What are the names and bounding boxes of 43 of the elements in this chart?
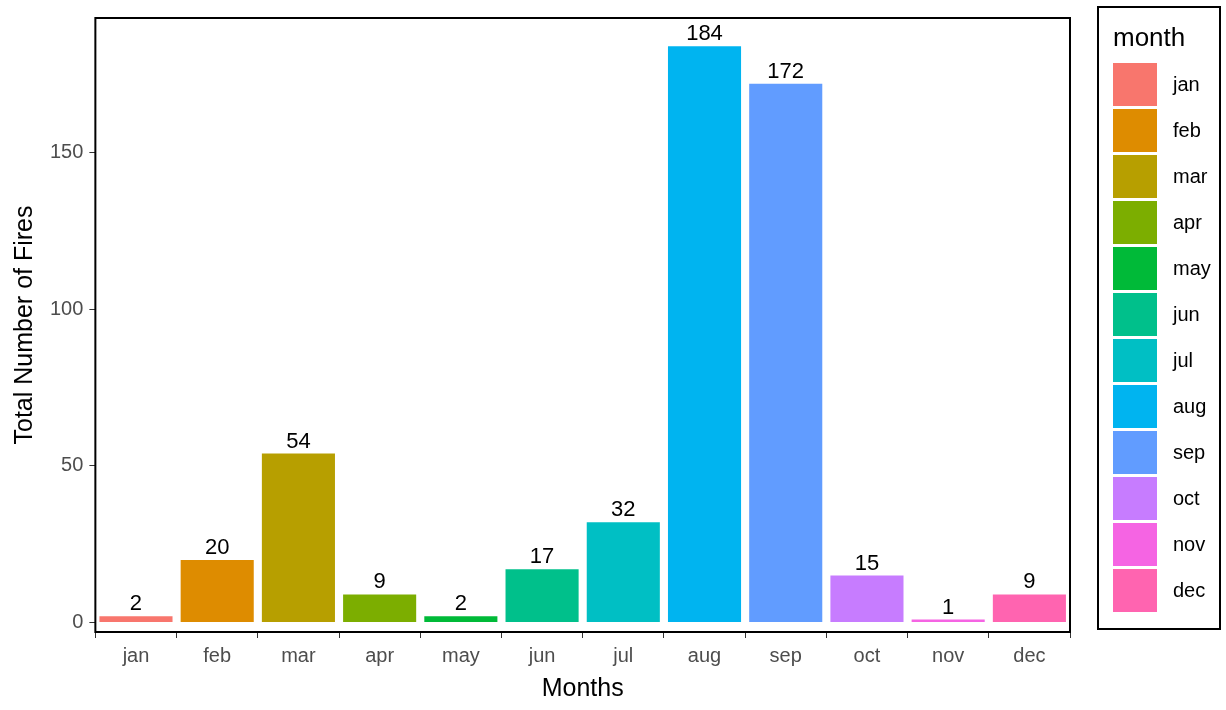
x-tick-label: sep [769, 643, 802, 666]
y-tick-label: 0 [72, 610, 84, 633]
legend-label: feb [1173, 118, 1201, 142]
data-label: 2 [129, 590, 143, 616]
data-label: 2 [454, 590, 467, 616]
legend-label: jun [1173, 302, 1200, 326]
y-tick-label: 50 [61, 453, 84, 476]
x-tick-label: apr [365, 643, 395, 666]
legend-label: dec [1173, 578, 1206, 602]
x-tick-label: jun [527, 643, 556, 666]
x-tick-label: jan [121, 643, 150, 666]
data-label: 32 [611, 496, 636, 522]
y-tick-label: 150 [49, 140, 84, 163]
data-label: 9 [1023, 568, 1036, 594]
data-label: 20 [204, 534, 230, 560]
x-tick-label: jul [612, 643, 634, 666]
legend-label: jul [1173, 348, 1194, 372]
data-label: 17 [529, 543, 555, 569]
legend-label: sep [1173, 440, 1206, 464]
x-tick-label: feb [203, 643, 232, 666]
y-tick-label: 100 [49, 296, 84, 319]
legend-label: apr [1173, 210, 1202, 234]
x-tick-label: oct [853, 643, 881, 666]
data-label: 15 [854, 549, 880, 575]
data-label: 1 [942, 593, 955, 619]
data-label: 184 [686, 20, 723, 46]
data-label: 9 [373, 568, 386, 594]
x-tick-label: nov [932, 643, 965, 666]
x-tick-label: aug [687, 643, 722, 666]
legend-label: oct [1173, 486, 1200, 510]
x-tick-label: may [441, 643, 480, 666]
legend-label: mar [1173, 164, 1208, 188]
data-label: 172 [767, 57, 805, 83]
legend-label: nov [1173, 532, 1206, 556]
legend-label: jan [1173, 72, 1200, 96]
legend-title: month [1113, 22, 1187, 53]
x-tick-label: dec [1013, 643, 1046, 666]
x-axis-title: Months [541, 672, 624, 701]
y-axis-title: Total Number of Fires [8, 205, 37, 445]
x-tick-label: mar [281, 643, 316, 666]
data-label: 54 [286, 427, 311, 453]
legend-label: aug [1173, 394, 1207, 418]
legend-label: may [1173, 256, 1211, 280]
